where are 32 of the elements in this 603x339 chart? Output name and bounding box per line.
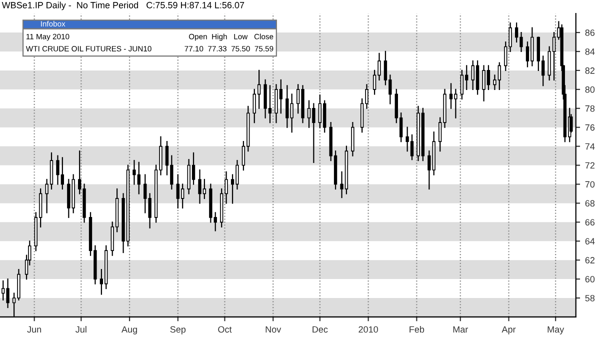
x-tick-label: Feb [410,326,424,333]
x-tick-label: Sep [170,326,186,334]
x-tick-label: 2010 [358,326,378,333]
y-tick-label: 72 [585,162,594,169]
candlestick [351,122,354,156]
y-tick-label: 70 [585,181,595,188]
x-tick-label: Dec [312,326,328,333]
x-tick-label: May [548,326,564,334]
y-tick-label: 80 [585,86,595,93]
x-tick-label: Aug [122,326,137,334]
y-tick-label: 78 [585,105,595,112]
x-tick-label: Apr [502,326,516,334]
y-tick-label: 68 [585,200,595,207]
y-tick-label: 86 [585,29,595,36]
candlestick [318,94,322,128]
x-tick-label: Mar [453,326,468,333]
y-tick-label: 60 [585,276,595,282]
y-tick-label: 64 [585,238,595,244]
y-tick-label: 74 [585,143,595,150]
candlestick [460,70,464,100]
x-tick-label: Jul [76,326,86,333]
y-tick-label: 66 [585,219,595,226]
x-tick-label: Nov [266,326,282,333]
y-tick-label: 58 [585,294,595,302]
y-tick-label: 76 [585,124,595,131]
x-tick-label: Oct [218,326,232,333]
y-tick-label: 84 [585,48,595,55]
y-tick-label: 62 [585,257,594,264]
candlestick [476,60,480,95]
x-tick-label: Jun [27,326,42,333]
y-tick-label: 82 [585,67,594,74]
chart-title: WBSe1.IP Daily - No Time Period C:75.59 H:87.14 L:56.07 [2,2,244,10]
